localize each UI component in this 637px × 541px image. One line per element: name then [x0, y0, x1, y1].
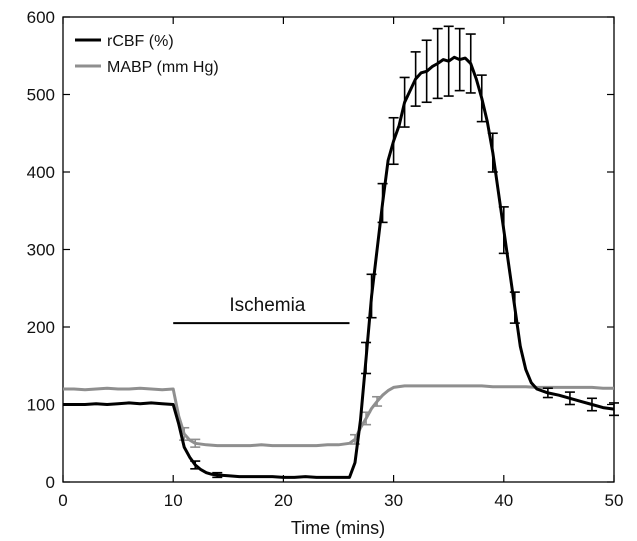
x-tick-label: 40: [494, 491, 513, 510]
x-axis: 0 10 20 30 40 50: [58, 17, 623, 510]
y-tick-label: 200: [27, 318, 55, 337]
series-0: [63, 25, 619, 479]
x-tick-label: 10: [164, 491, 183, 510]
y-tick-label: 500: [27, 86, 55, 105]
y-tick-label: 600: [27, 8, 55, 27]
y-tick-label: 100: [27, 396, 55, 415]
legend-label-mabp: MABP (mm Hg): [107, 59, 219, 76]
x-tick-label: 0: [58, 491, 67, 510]
ischemia-annotation: Ischemia: [173, 295, 350, 325]
x-tick-label: 20: [274, 491, 293, 510]
plot-frame: [62, 16, 615, 483]
series-layer: [63, 25, 619, 479]
series-line-1: [63, 384, 614, 448]
y-tick-label: 400: [27, 163, 55, 182]
x-tick-label: 50: [605, 491, 624, 510]
y-tick-label: 300: [27, 241, 55, 260]
x-tick-label: 30: [384, 491, 403, 510]
ischemia-label: Ischemia: [229, 295, 305, 316]
legend: rCBF (%) MABP (mm Hg): [75, 33, 219, 76]
series-1: [63, 384, 614, 448]
x-axis-title: Time (mins): [291, 518, 385, 538]
series-line-0: [63, 55, 615, 479]
y-axis: 0 100 200 300 400 500 600: [27, 8, 614, 492]
y-tick-label: 0: [46, 473, 55, 492]
legend-label-rcbf: rCBF (%): [107, 33, 174, 50]
